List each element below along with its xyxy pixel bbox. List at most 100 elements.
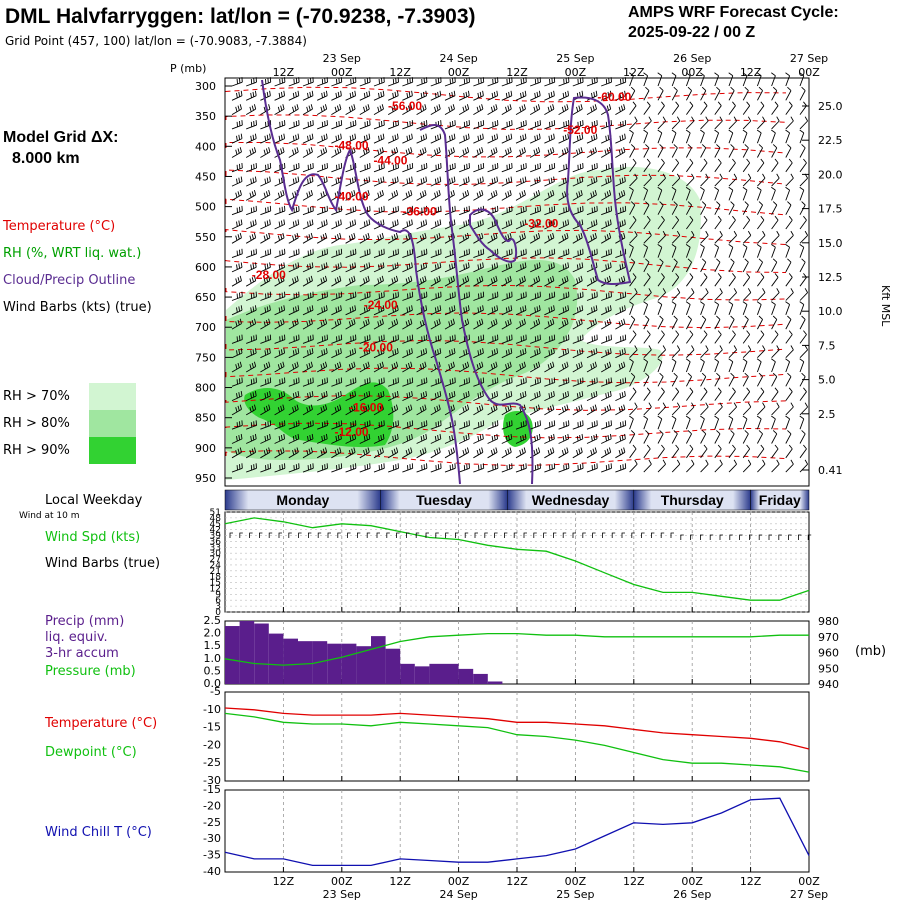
wind-barb bbox=[274, 377, 286, 387]
wind-barb bbox=[544, 377, 556, 387]
wind-barb bbox=[530, 291, 541, 301]
wind-barb bbox=[274, 262, 286, 273]
pressure-tick-label: 850 bbox=[195, 412, 216, 425]
surface-wind-barb bbox=[376, 532, 380, 538]
wind-barb bbox=[402, 120, 414, 130]
temperature-contour-label: -28.00 bbox=[252, 268, 286, 282]
surface-wind-barb bbox=[229, 532, 233, 538]
wind-barb bbox=[459, 133, 470, 144]
legend-rh80-swatch bbox=[89, 410, 136, 437]
wind-barb bbox=[544, 219, 555, 230]
windchill-label: Wind Chill T (°C) bbox=[45, 825, 152, 840]
wind-barb bbox=[331, 377, 343, 387]
wind-barb bbox=[671, 215, 680, 230]
wind-barb bbox=[671, 372, 678, 387]
wind-barb bbox=[402, 404, 413, 416]
wind-barb bbox=[643, 101, 651, 115]
cross-section-wind-barbs bbox=[231, 72, 808, 473]
bottom-hour-label: 00Z bbox=[565, 875, 587, 888]
wind-barb bbox=[756, 358, 762, 373]
wind-barb bbox=[473, 133, 484, 144]
wind-barb bbox=[316, 447, 328, 459]
wind-barb bbox=[345, 361, 356, 373]
wind-barb bbox=[345, 77, 357, 87]
temperature-contour-line bbox=[225, 86, 787, 103]
wind-barb bbox=[288, 205, 300, 216]
wind-barb bbox=[558, 120, 570, 130]
temperature-contour-label: -56.00 bbox=[388, 99, 422, 113]
wind-barb bbox=[246, 334, 257, 344]
wind-barb bbox=[756, 415, 762, 430]
wind-barb bbox=[544, 334, 556, 344]
wind-barb bbox=[359, 275, 370, 287]
wind-barb bbox=[416, 162, 428, 173]
wind-barb bbox=[671, 158, 680, 173]
precip-bar bbox=[429, 663, 444, 684]
wind-barb bbox=[317, 90, 328, 101]
wind-barb bbox=[231, 305, 243, 316]
surface-wind-barb bbox=[386, 532, 390, 538]
wind-barb bbox=[359, 361, 370, 373]
wind-barb bbox=[615, 120, 627, 130]
wind-barb bbox=[246, 420, 257, 430]
wind-barb bbox=[430, 433, 442, 444]
wind-barb bbox=[643, 186, 649, 201]
wind-barb bbox=[345, 391, 357, 402]
wind-barb bbox=[615, 189, 626, 201]
pressure-ytick-label: 970 bbox=[818, 631, 839, 644]
wind-barb bbox=[643, 129, 649, 144]
wind-barb bbox=[671, 315, 678, 330]
wind-barb bbox=[345, 90, 357, 101]
wind-barb bbox=[231, 404, 242, 416]
wind-barb bbox=[331, 90, 342, 101]
precip-bar bbox=[341, 643, 357, 684]
legend-rh80-label: RH > 80% bbox=[3, 416, 70, 431]
wind-barb bbox=[515, 334, 527, 344]
wind-barb bbox=[572, 334, 584, 344]
wind-barb bbox=[430, 205, 442, 216]
wind-barb bbox=[657, 244, 663, 258]
wind-barb bbox=[657, 186, 663, 201]
wind-barb bbox=[317, 162, 328, 173]
wind-barb bbox=[487, 147, 498, 158]
wind-barb bbox=[686, 444, 694, 459]
surface-wind-barb bbox=[690, 534, 694, 540]
wind-barb bbox=[615, 305, 626, 316]
wind-barb bbox=[487, 348, 499, 359]
wind-barb bbox=[785, 186, 791, 201]
top-date-label: 25 Sep bbox=[556, 52, 594, 65]
wind-barb bbox=[657, 258, 664, 273]
wind-barb bbox=[643, 288, 652, 301]
wind-barb bbox=[544, 90, 555, 101]
wind-barb bbox=[586, 391, 598, 402]
wind-barb bbox=[615, 219, 626, 230]
wind-barb bbox=[742, 345, 752, 359]
surface-wind-barb bbox=[494, 532, 498, 538]
wind-barb bbox=[274, 219, 286, 230]
wind-barb bbox=[742, 144, 749, 158]
wind-barb bbox=[615, 433, 626, 444]
wind-barb bbox=[728, 459, 737, 473]
wind-speed-panel-ytick-label: 42 bbox=[210, 526, 221, 536]
height-tick-label: 7.5 bbox=[818, 339, 836, 352]
wind-barb bbox=[572, 147, 583, 158]
wind-barb bbox=[657, 288, 666, 301]
height-tick-label: 0.41 bbox=[818, 464, 843, 477]
wind-barb bbox=[671, 144, 678, 158]
wind-barb bbox=[359, 162, 371, 173]
wind-barb bbox=[601, 305, 612, 316]
wind-barb bbox=[643, 116, 652, 130]
wind-barb bbox=[615, 420, 627, 430]
wind-barb bbox=[643, 345, 652, 359]
wind-barb bbox=[515, 176, 527, 187]
wind-barb bbox=[544, 189, 555, 201]
wind-barb bbox=[700, 330, 708, 344]
wind-barb bbox=[430, 291, 442, 301]
wind-barb bbox=[799, 72, 805, 87]
wind-barb bbox=[700, 301, 705, 315]
wind-barb bbox=[373, 463, 385, 473]
wind-barb bbox=[359, 232, 370, 244]
bottom-date-label: 25 Sep bbox=[556, 888, 594, 900]
wind-barb bbox=[671, 244, 677, 258]
wind-barb bbox=[501, 391, 513, 402]
